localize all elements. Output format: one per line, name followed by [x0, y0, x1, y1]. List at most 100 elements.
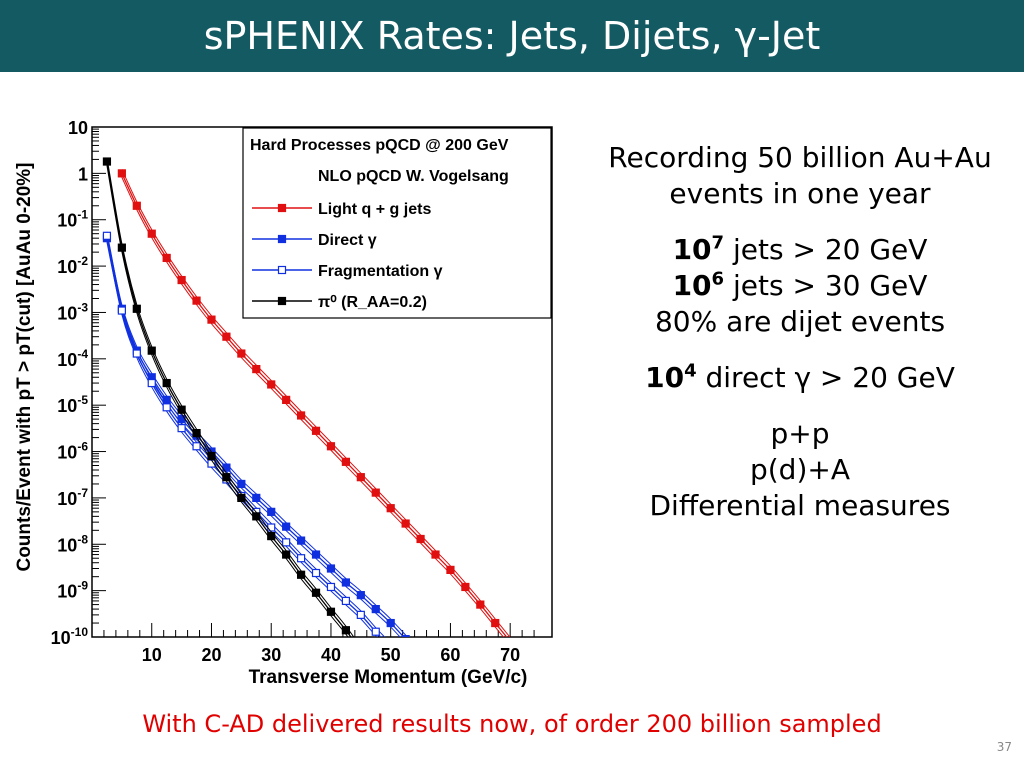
data-point [341, 596, 350, 606]
data-point [132, 201, 141, 210]
jets-30-exp: 6 [711, 268, 725, 290]
jets-30-line: 106 jets > 30 GeV [580, 268, 1020, 304]
y-tick-label: 10-9 [57, 579, 88, 602]
legend-swatch-marker [277, 234, 287, 244]
direct-text: direct γ > 20 GeV [696, 361, 955, 394]
data-point [267, 507, 276, 516]
dijet-line: 80% are dijet events [654, 305, 946, 338]
data-point [282, 538, 291, 547]
data-point [341, 626, 350, 635]
data-point [282, 550, 291, 559]
data-point [177, 424, 186, 433]
jets-30-base: 10 [672, 269, 712, 302]
x-tick-label: 40 [321, 645, 341, 665]
data-point [252, 512, 261, 521]
data-point [296, 411, 306, 420]
data-point [237, 493, 246, 503]
data-point [416, 534, 425, 544]
data-point [326, 442, 336, 451]
y-tick-labels: 10 1 10-1 10-2 10-3 10-4 10-5 10-6 10-7 10-8 10-9 1… [51, 118, 89, 648]
data-point [237, 349, 246, 358]
data-point [491, 618, 500, 628]
x-tick-label: 10 [142, 645, 162, 665]
series-line [106, 165, 349, 637]
data-point [117, 169, 126, 178]
data-point [177, 275, 186, 285]
data-point [192, 296, 201, 305]
data-point [401, 635, 410, 637]
data-point [311, 568, 321, 578]
summary-text: Recording 50 billion Au+Au events in one… [580, 140, 1020, 524]
direct-base: 10 [645, 361, 685, 394]
data-point [132, 304, 141, 313]
direct-exp: 4 [684, 360, 697, 382]
data-point [461, 582, 470, 592]
y-tick-label: 10 [68, 118, 88, 138]
legend: Hard Processes pQCD @ 200 GeV NLO pQCD W… [242, 127, 552, 319]
jets-20-text: jets > 20 GeV [724, 233, 928, 266]
footer-note: With C-AD delivered results now, of orde… [142, 710, 882, 738]
data-point [296, 536, 306, 545]
data-point [446, 565, 455, 575]
data-point [147, 378, 156, 388]
y-tick-label: 10-1 [57, 208, 88, 231]
x-tick-label: 50 [381, 645, 401, 665]
x-tick-label: 70 [500, 645, 520, 665]
data-point [417, 652, 424, 659]
y-tick-label: 10-7 [57, 486, 88, 509]
x-tick-label: 30 [261, 645, 281, 665]
y-tick-label: 10-10 [51, 625, 89, 648]
legend-entry: π⁰ (R_AA=0.2) [318, 294, 427, 311]
pp-line: p+p [770, 417, 830, 450]
data-point [311, 550, 321, 559]
data-point [162, 403, 171, 412]
x-tick-label: 60 [440, 645, 460, 665]
data-point [341, 578, 350, 587]
series-line [106, 238, 405, 637]
data-point [117, 306, 126, 315]
data-point [357, 647, 364, 654]
data-point [341, 457, 350, 466]
jets-30-text: jets > 30 GeV [724, 269, 928, 302]
jets-20-exp: 7 [711, 232, 725, 254]
data-point [207, 315, 216, 324]
data-point [326, 582, 336, 592]
differential-line: Differential measures [649, 489, 951, 522]
axis-ticks [91, 126, 535, 638]
data-point [431, 550, 440, 559]
x-tick-labels: 10 20 30 40 50 60 70 [142, 645, 520, 665]
direct-gamma-line: 104 direct γ > 20 GeV [580, 360, 1020, 396]
data-point [267, 523, 276, 532]
data-point [522, 658, 529, 665]
chart-frame [91, 126, 553, 638]
data-point [222, 332, 231, 341]
data-point [386, 504, 395, 513]
slide-title: sPHENIX Rates: Jets, Dijets, γ-Jet [203, 14, 821, 58]
data-point [237, 479, 246, 489]
data-point [117, 243, 126, 252]
x-tick-label: 20 [201, 645, 221, 665]
data-point [326, 607, 336, 616]
rates-chart: 10 1 10-1 10-2 10-3 10-4 10-5 10-6 10-7 10-8 10-9 1… [14, 118, 553, 688]
data-point [401, 519, 410, 528]
data-point [267, 532, 276, 541]
legend-swatch-marker [277, 296, 287, 306]
data-point [207, 451, 216, 461]
data-point [371, 627, 380, 636]
data-point [326, 564, 336, 573]
data-point [371, 488, 380, 497]
data-point [507, 638, 514, 645]
data-point [296, 570, 306, 579]
data-point [282, 395, 291, 404]
page-number: 37 [996, 740, 1012, 754]
data-point [162, 378, 171, 388]
data-point [267, 380, 276, 389]
data-point [102, 231, 112, 240]
data-point [476, 600, 485, 609]
series-line [106, 242, 401, 637]
legend-title: Hard Processes pQCD @ 200 GeV [250, 137, 509, 154]
recording-line-2: events in one year [669, 177, 931, 210]
legend-swatch-marker [277, 265, 287, 275]
data-point [132, 349, 141, 358]
jets-20-base: 10 [672, 233, 712, 266]
